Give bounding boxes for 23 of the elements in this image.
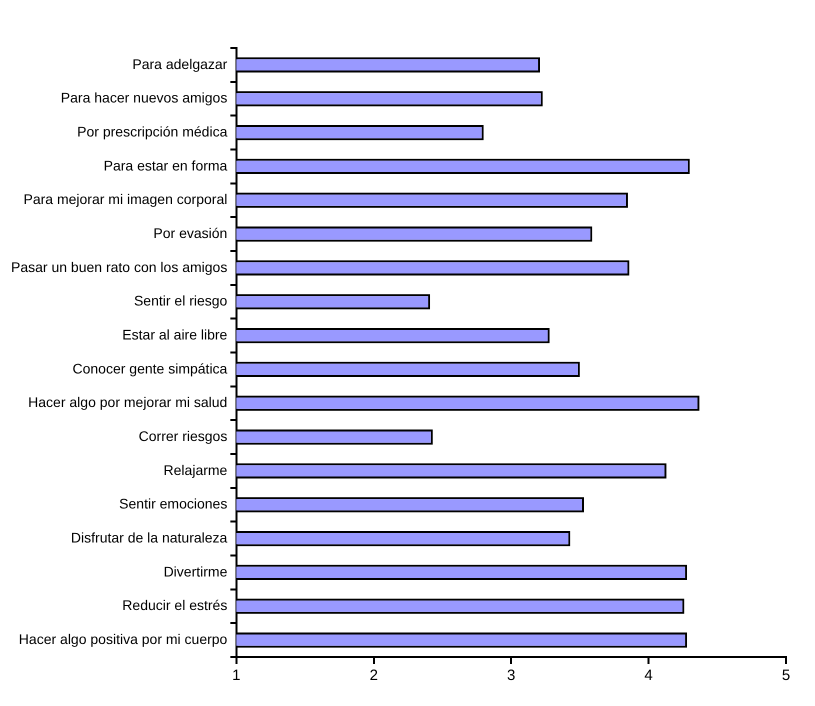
- y-tick-label: Pasar un buen rato con los amigos: [10, 258, 228, 275]
- x-tick-label: 3: [507, 667, 516, 684]
- y-tick-label: Disfrutar de la naturaleza: [70, 529, 228, 546]
- y-tick-label: Correr riesgos: [138, 428, 228, 444]
- x-tick-label: 4: [644, 667, 653, 684]
- y-tick-label: Para adelgazar: [132, 56, 228, 72]
- x-tick-label: 2: [370, 667, 378, 684]
- y-tick-label: Estar al aire libre: [122, 326, 228, 342]
- y-tick-label: Sentir emociones: [119, 496, 228, 512]
- y-tick-label: Por prescripción médica: [77, 123, 228, 140]
- y-tick-label: Para hacer nuevos amigos: [60, 90, 228, 106]
- y-tick-label: Divertirme: [164, 563, 228, 580]
- y-tick-label: Para mejorar mi imagen corporal: [23, 191, 228, 208]
- y-tick-label: Por evasión: [153, 224, 228, 241]
- y-tick-label: Hacer algo positiva por mi cuerpo: [18, 630, 228, 647]
- y-tick-label: Conocer gente simpática: [72, 360, 228, 376]
- x-tick-label: 5: [782, 667, 790, 684]
- y-tick-label: Hacer algo por mejorar mi salud: [28, 394, 228, 410]
- y-tick-label: Reducir el estrés: [122, 597, 228, 614]
- y-tick-label: Relajarme: [164, 462, 228, 478]
- y-tick-label: Sentir el riesgo: [134, 292, 228, 309]
- x-tick-label: 1: [232, 667, 241, 684]
- y-tick-label: Para estar en forma: [104, 157, 228, 174]
